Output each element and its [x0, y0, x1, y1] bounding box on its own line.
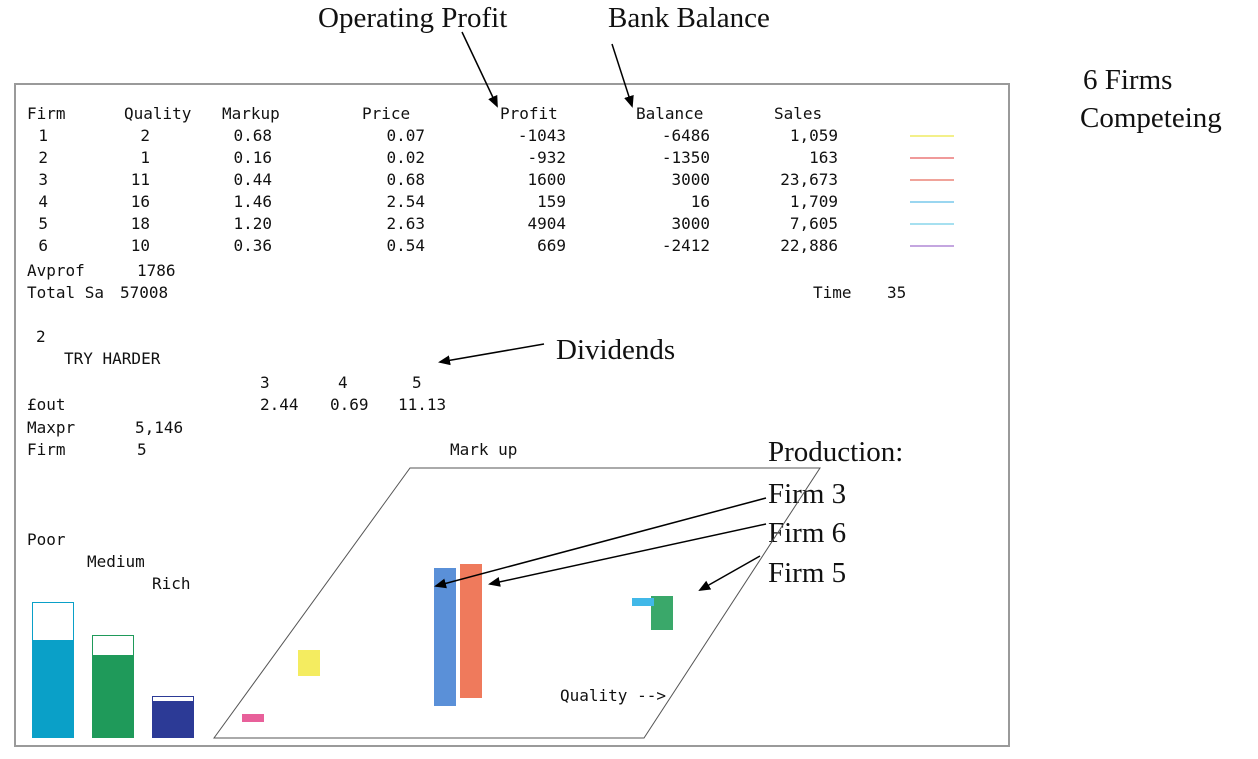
header-quality: Quality	[124, 104, 192, 123]
maxpr-label: Maxpr	[27, 418, 76, 437]
dividend-value-3: 2.44	[260, 395, 299, 414]
table-cell-markup: 0.44	[233, 170, 272, 189]
table-cell-quality: 10	[130, 236, 150, 255]
dividend-value-4: 0.69	[330, 395, 369, 414]
table-cell-markup: 1.20	[233, 214, 272, 233]
table-cell-profit: -932	[527, 148, 566, 167]
table-cell-price: 2.54	[386, 192, 425, 211]
wealth-bar-rich	[152, 701, 194, 738]
firms-competing-line1: 6 Firms	[1083, 64, 1173, 96]
dividend-firm-5: 5	[412, 373, 422, 392]
table-cell-firm: 5	[38, 214, 48, 233]
dividend-firm-3: 3	[260, 373, 270, 392]
firm-color-swatch	[910, 135, 954, 137]
table-cell-profit: 1600	[527, 170, 566, 189]
simulation-panel	[14, 83, 1010, 747]
table-cell-price: 0.02	[386, 148, 425, 167]
time-label: Time	[813, 283, 852, 302]
firms-competing-line2: Competeing	[1080, 102, 1222, 134]
table-cell-profit: 159	[537, 192, 566, 211]
table-cell-sales: 1,709	[789, 192, 838, 211]
firm6-annotation: Firm 6	[768, 517, 847, 549]
header-balance: Balance	[636, 104, 704, 123]
wealth-bar-poor	[32, 640, 74, 738]
table-cell-price: 2.63	[386, 214, 425, 233]
table-cell-quality: 16	[130, 192, 150, 211]
table-cell-balance: -2412	[661, 236, 710, 255]
table-cell-sales: 22,886	[780, 236, 838, 255]
table-cell-balance: -1350	[661, 148, 710, 167]
wealth-rich-label: Rich	[152, 574, 191, 593]
max-firm-label: Firm	[27, 440, 66, 459]
operating-profit-annotation: Operating Profit	[318, 2, 508, 34]
firm-color-swatch	[910, 223, 954, 225]
table-cell-balance: 16	[690, 192, 710, 211]
table-cell-firm: 3	[38, 170, 48, 189]
table-cell-quality: 1	[140, 148, 150, 167]
max-firm-value: 5	[137, 440, 147, 459]
table-cell-markup: 0.36	[233, 236, 272, 255]
table-cell-balance: 3000	[671, 170, 710, 189]
table-cell-markup: 0.68	[233, 126, 272, 145]
wealth-bar-medium	[92, 655, 134, 738]
table-cell-sales: 7,605	[789, 214, 838, 233]
wealth-poor-label: Poor	[27, 530, 66, 549]
quality-axis-label: Quality -->	[560, 686, 666, 705]
table-cell-sales: 23,673	[780, 170, 838, 189]
table-cell-markup: 0.16	[233, 148, 272, 167]
header-markup: Markup	[222, 104, 280, 123]
dividends-annotation: Dividends	[556, 334, 676, 366]
maxpr-value: 5,146	[135, 418, 184, 437]
header-price: Price	[362, 104, 411, 123]
table-cell-profit: 669	[537, 236, 566, 255]
table-cell-quality: 11	[130, 170, 150, 189]
table-cell-quality: 18	[130, 214, 150, 233]
round-number: 2	[36, 327, 46, 346]
wealth-medium-label: Medium	[87, 552, 145, 571]
firm3-annotation: Firm 3	[768, 478, 847, 510]
table-cell-sales: 163	[809, 148, 838, 167]
table-cell-profit: -1043	[517, 126, 566, 145]
avprof-value: 1786	[137, 261, 176, 280]
table-cell-price: 0.68	[386, 170, 425, 189]
table-cell-profit: 4904	[527, 214, 566, 233]
firm-color-swatch	[910, 201, 954, 203]
dividend-firm-4: 4	[338, 373, 348, 392]
total-sales-value: 57008	[120, 283, 169, 302]
table-cell-firm: 1	[38, 126, 48, 145]
firm5-annotation: Firm 5	[768, 557, 847, 589]
header-profit: Profit	[500, 104, 558, 123]
table-cell-markup: 1.46	[233, 192, 272, 211]
table-cell-firm: 6	[38, 236, 48, 255]
total-sales-label: Total Sa	[27, 283, 105, 302]
avprof-label: Avprof	[27, 261, 85, 280]
table-cell-price: 0.07	[386, 126, 425, 145]
dividend-row-label: £out	[27, 395, 66, 414]
header-firm: Firm	[27, 104, 66, 123]
table-cell-balance: 3000	[671, 214, 710, 233]
production-annotation: Production:	[768, 436, 904, 468]
time-value: 35	[887, 283, 907, 302]
firm-color-swatch	[910, 245, 954, 247]
dividend-value-5: 11.13	[398, 395, 447, 414]
table-cell-balance: -6486	[661, 126, 710, 145]
markup-axis-label: Mark up	[450, 440, 518, 459]
bank-balance-annotation: Bank Balance	[608, 2, 770, 34]
table-cell-firm: 2	[38, 148, 48, 167]
table-cell-sales: 1,059	[789, 126, 838, 145]
status-message: TRY HARDER	[64, 349, 161, 368]
table-cell-price: 0.54	[386, 236, 425, 255]
table-cell-firm: 4	[38, 192, 48, 211]
table-cell-quality: 2	[140, 126, 150, 145]
firm-color-swatch	[910, 157, 954, 159]
header-sales: Sales	[774, 104, 823, 123]
firm-color-swatch	[910, 179, 954, 181]
